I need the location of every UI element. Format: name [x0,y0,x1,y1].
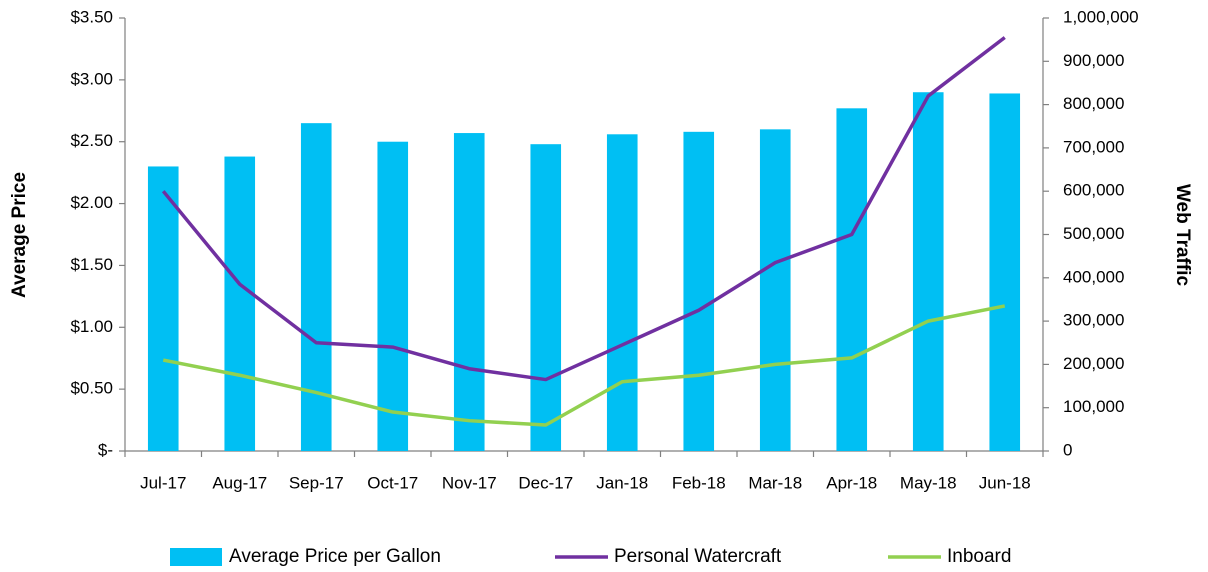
bar [912,92,944,451]
x-tick-label: Nov-17 [442,473,497,492]
bar [453,133,485,451]
bar [224,156,256,451]
y-axis-title: Average Price [9,172,30,298]
y2-tick-label: 900,000 [1063,51,1124,70]
bar [530,144,562,451]
legend-label: Inboard [947,546,1011,567]
x-tick-label: Aug-17 [212,473,267,492]
x-tick-label: Dec-17 [518,473,573,492]
y2-tick-label: 600,000 [1063,181,1124,200]
bar [836,108,868,451]
bar [606,134,638,451]
legend-swatch [170,548,222,566]
y2-tick-label: 0 [1063,440,1072,459]
y-tick-label: $3.00 [70,69,113,88]
y2-tick-label: 500,000 [1063,224,1124,243]
y-tick-label: $- [98,440,113,459]
y-tick-label: $0.50 [70,379,113,398]
y2-tick-label: 700,000 [1063,137,1124,156]
x-tick-label: Jul-17 [140,473,186,492]
y2-tick-label: 200,000 [1063,354,1124,373]
x-tick-label: Mar-18 [748,473,802,492]
line [161,36,1006,382]
y-tick-label: $2.50 [70,131,113,150]
x-tick-label: Feb-18 [672,473,726,492]
y2-axis-title: Web Traffic [1172,184,1193,286]
y-tick-label: $2.00 [70,193,113,212]
x-tick-label: Jan-18 [596,473,648,492]
bar [759,129,791,452]
x-tick-label: May-18 [900,473,957,492]
line [162,304,1006,427]
y-tick-label: $3.50 [70,7,113,26]
x-tick-label: Oct-17 [367,473,418,492]
bar [683,131,715,451]
x-tick-label: Jun-18 [979,473,1031,492]
y-tick-label: $1.00 [70,317,113,336]
y2-tick-label: 100,000 [1063,397,1124,416]
x-tick-label: Apr-18 [826,473,877,492]
legend-label: Average Price per Gallon [229,546,441,567]
y2-tick-label: 800,000 [1063,94,1124,113]
y2-tick-label: 1,000,000 [1063,7,1139,26]
bar [989,93,1021,452]
legend-label: Personal Watercraft [614,546,782,567]
bar [300,123,332,452]
y-tick-label: $1.50 [70,255,113,274]
bar [147,166,179,451]
y2-tick-label: 400,000 [1063,267,1124,286]
x-tick-label: Sep-17 [289,473,344,492]
bar [377,141,409,451]
y2-tick-label: 300,000 [1063,311,1124,330]
